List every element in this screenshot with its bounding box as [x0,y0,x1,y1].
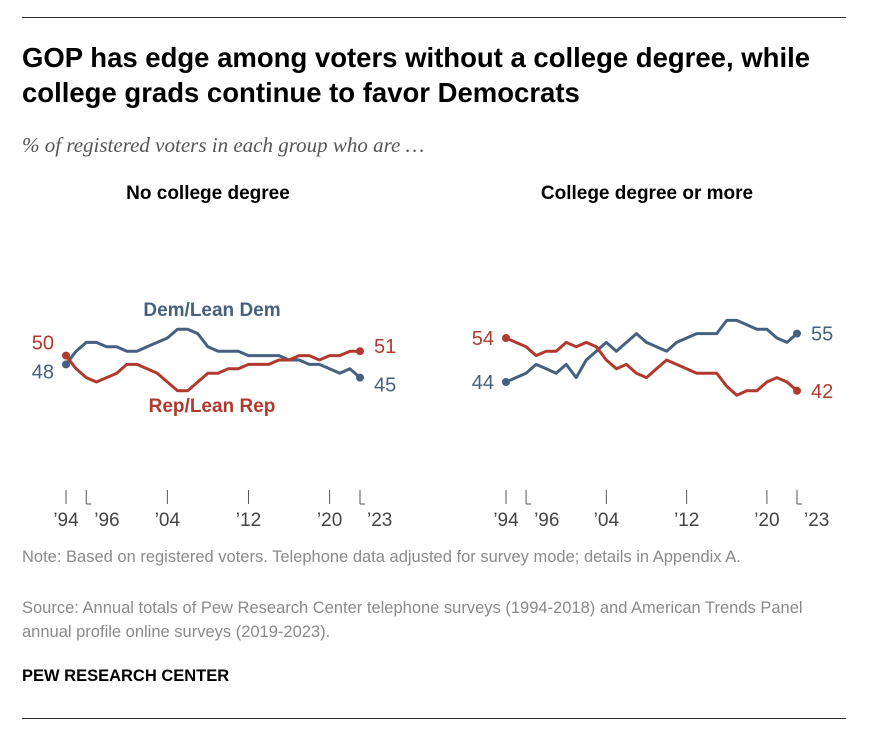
end-value-label: 51 [374,336,396,358]
panel-title: No college degree [126,183,290,204]
organization-logo-text: PEW RESEARCH CENTER [22,667,230,685]
start-point-dem [62,360,70,369]
end-point-rep [356,347,364,356]
start-point-dem [502,378,510,386]
charts-canvas: No college degree ’94 ’96 ’04 ’12 ’20 ’23 48 45 D… [32,183,834,531]
x-tick-label: ’96 [534,510,559,531]
x-axis: ’94 ’96 ’04 ’12 ’20 ’23 [53,490,392,531]
end-value-label: 45 [374,375,396,397]
start-value-label: 48 [32,361,54,383]
x-tick-label: ’20 [754,510,779,531]
end-value-label: 55 [811,324,833,346]
x-tick-label: ’12 [674,510,699,531]
source-text: Source: Annual totals of Pew Research Ce… [22,599,803,641]
start-point-rep [502,334,510,342]
end-point-dem [793,329,801,338]
x-tick-label: ’94 [493,510,519,531]
x-tick-label: ’23 [367,510,392,531]
end-point-dem [356,373,364,382]
x-tick-label: ’96 [94,510,119,531]
x-tick-label: ’20 [317,510,342,531]
start-point-rep [62,351,70,360]
chart-title: GOP has edge among voters without a coll… [22,42,811,108]
x-axis: ’94 ’96 ’04 ’12 ’20 ’23 [493,490,829,531]
series-label-dem: Dem/Lean Dem [143,300,280,321]
bottom-rule [22,718,846,719]
chart-panel-2: College degree or more ’94 ’96 ’04 ’12 ’20 ’23… [472,183,834,531]
x-tick-label: ’94 [53,510,79,531]
end-value-label: 42 [811,381,833,403]
series-line-dem [64,327,362,380]
chart-panel-1: No college degree ’94 ’96 ’04 ’12 ’20 ’23 48 45 D… [32,183,397,531]
note-text: Note: Based on registered voters. Teleph… [22,548,741,566]
x-tick-label: ’04 [155,510,181,531]
start-value-label: 54 [472,328,494,350]
start-value-label: 50 [32,333,54,355]
series-line-rep [504,336,799,397]
series-line-rep [64,349,362,393]
end-point-rep [793,386,801,395]
x-tick-label: ’12 [236,510,261,531]
x-tick-label: ’23 [804,510,829,531]
panel-title: College degree or more [541,183,753,204]
x-tick-label: ’04 [594,510,620,531]
top-rule [22,17,846,18]
series-label-rep: Rep/Lean Rep [149,396,276,417]
chart-subtitle: % of registered voters in each group who… [22,133,425,157]
series-line-dem [504,318,799,384]
start-value-label: 44 [472,372,494,394]
